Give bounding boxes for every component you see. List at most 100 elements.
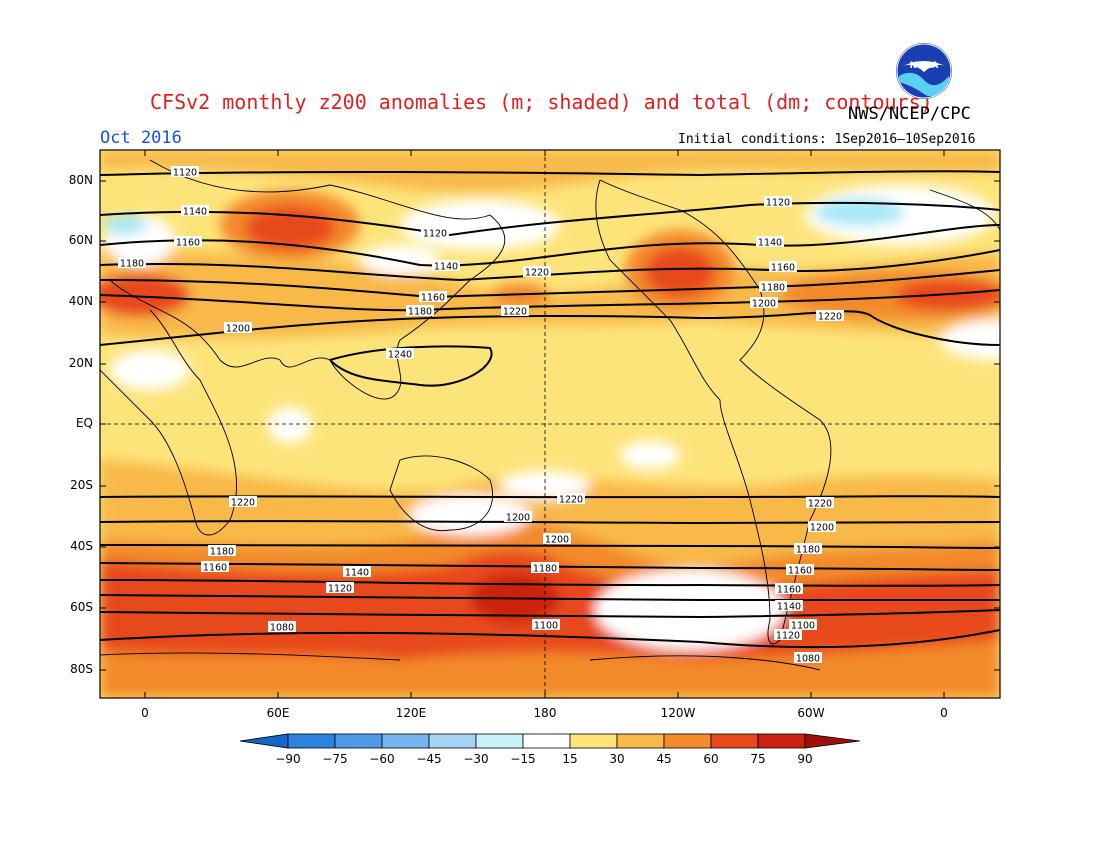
svg-text:1180: 1180 (408, 307, 432, 318)
contour-label: 1120 (764, 196, 792, 209)
contour-label: 1180 (531, 562, 559, 575)
lat-label: EQ (75, 416, 93, 430)
lon-label: 60W (797, 706, 825, 720)
colorbar-label: 75 (750, 752, 766, 766)
contour-label: 1200 (750, 297, 778, 310)
colorbar-segment (710, 733, 759, 749)
contour-label: 1120 (326, 582, 354, 595)
svg-text:1220: 1220 (231, 498, 255, 509)
contour-label: 1140 (756, 236, 784, 249)
contour-labels: 1120 1140 1160 1180 1120 1140 1160 1180 1200 1220… (118, 166, 844, 665)
svg-text:1120: 1120 (173, 168, 197, 179)
contour-label: 1160 (786, 564, 814, 577)
svg-text:1200: 1200 (752, 299, 776, 310)
contour-label: 1200 (504, 511, 532, 524)
contour-label: 1160 (769, 261, 797, 274)
colorbar-label: 45 (656, 752, 672, 766)
svg-text:1180: 1180 (796, 545, 820, 556)
height-contours (100, 170, 1000, 649)
contour-label: 1140 (181, 205, 209, 218)
svg-text:1120: 1120 (766, 198, 790, 209)
contour-label: 1220 (501, 305, 529, 318)
lat-label: 40N (68, 294, 93, 308)
colorbar-label: 90 (797, 752, 813, 766)
svg-text:1220: 1220 (818, 312, 842, 323)
contour-label: 1080 (268, 621, 296, 634)
contour-label: 1160 (775, 583, 803, 596)
svg-text:1180: 1180 (761, 283, 785, 294)
lon-label: 120E (395, 706, 427, 720)
colorbar-label: −60 (369, 752, 395, 766)
svg-text:1080: 1080 (270, 623, 294, 634)
contour-label: 1180 (406, 305, 434, 318)
svg-text:1100: 1100 (791, 621, 815, 632)
svg-text:1200: 1200 (545, 535, 569, 546)
map-area: 1120 1140 1160 1180 1120 1140 1160 1180 1200 1220… (100, 150, 1000, 698)
contour-label: 1220 (806, 497, 834, 510)
svg-text:1140: 1140 (183, 207, 207, 218)
contour-label: 1120 (774, 629, 802, 642)
contour-label: 1200 (808, 521, 836, 534)
contour-label: 1160 (201, 561, 229, 574)
svg-text:1080: 1080 (796, 654, 820, 665)
colorbar-label: 15 (562, 752, 578, 766)
lat-label: 80S (70, 662, 93, 676)
lon-label: 0 (940, 706, 948, 720)
contour-label: 1100 (532, 619, 560, 632)
lat-label: 60S (70, 600, 93, 614)
colorbar-label: 30 (609, 752, 625, 766)
contour-label: 1120 (421, 227, 449, 240)
colorbar-label: −15 (510, 752, 536, 766)
colorbar-label: −90 (275, 752, 301, 766)
lat-label: 20N (68, 356, 93, 370)
contour-label: 1180 (794, 543, 822, 556)
contour-label: 1240 (386, 348, 414, 361)
contour-label: 1120 (171, 166, 199, 179)
svg-text:1160: 1160 (788, 566, 812, 577)
noaa-logo-text: NOAA (910, 61, 939, 71)
svg-text:1140: 1140 (758, 238, 782, 249)
svg-text:1140: 1140 (777, 602, 801, 613)
colorbar-segment (475, 733, 524, 749)
colorbar-segment (569, 733, 618, 749)
month-label: Oct 2016 (100, 128, 182, 148)
svg-text:1200: 1200 (226, 324, 250, 335)
colorbar-label: −75 (322, 752, 348, 766)
lon-label: 0 (141, 706, 149, 720)
colorbar-segment (287, 733, 336, 749)
lon-label: 120W (660, 706, 696, 720)
contour-label: 1220 (816, 310, 844, 323)
colorbar-label: −30 (463, 752, 489, 766)
lon-label: 60E (266, 706, 290, 720)
contour-label: 1160 (174, 236, 202, 249)
noaa-logo-icon: NOAA (896, 43, 952, 99)
lat-label: 40S (70, 539, 93, 553)
map-title: CFSv2 monthly z200 anomalies (m; shaded)… (150, 90, 933, 114)
colorbar-segment (428, 733, 477, 749)
lon-label: 180 (533, 706, 557, 720)
colorbar-segment (616, 733, 665, 749)
colorbar-segment (334, 733, 383, 749)
svg-text:1120: 1120 (423, 229, 447, 240)
colorbar (239, 733, 861, 749)
svg-text:1160: 1160 (421, 293, 445, 304)
svg-text:1160: 1160 (771, 263, 795, 274)
svg-text:1220: 1220 (559, 495, 583, 506)
contour-label: 1140 (775, 600, 803, 613)
svg-text:1220: 1220 (525, 268, 549, 279)
contour-label: 1160 (419, 291, 447, 304)
svg-text:1160: 1160 (176, 238, 200, 249)
colorbar-arrow-right (804, 733, 861, 749)
svg-text:1200: 1200 (810, 523, 834, 534)
svg-text:1160: 1160 (203, 563, 227, 574)
init-conditions: Initial conditions: 1Sep2016–10Sep2016 (678, 132, 976, 147)
contour-label: 1220 (229, 496, 257, 509)
agency-label: NWS/NCEP/CPC (848, 104, 971, 124)
colorbar-segment (522, 733, 571, 749)
contour-label: 1180 (118, 257, 146, 270)
contour-label: 1180 (208, 545, 236, 558)
svg-text:1200: 1200 (506, 513, 530, 524)
svg-text:1120: 1120 (776, 631, 800, 642)
contour-label: 1140 (432, 260, 460, 273)
